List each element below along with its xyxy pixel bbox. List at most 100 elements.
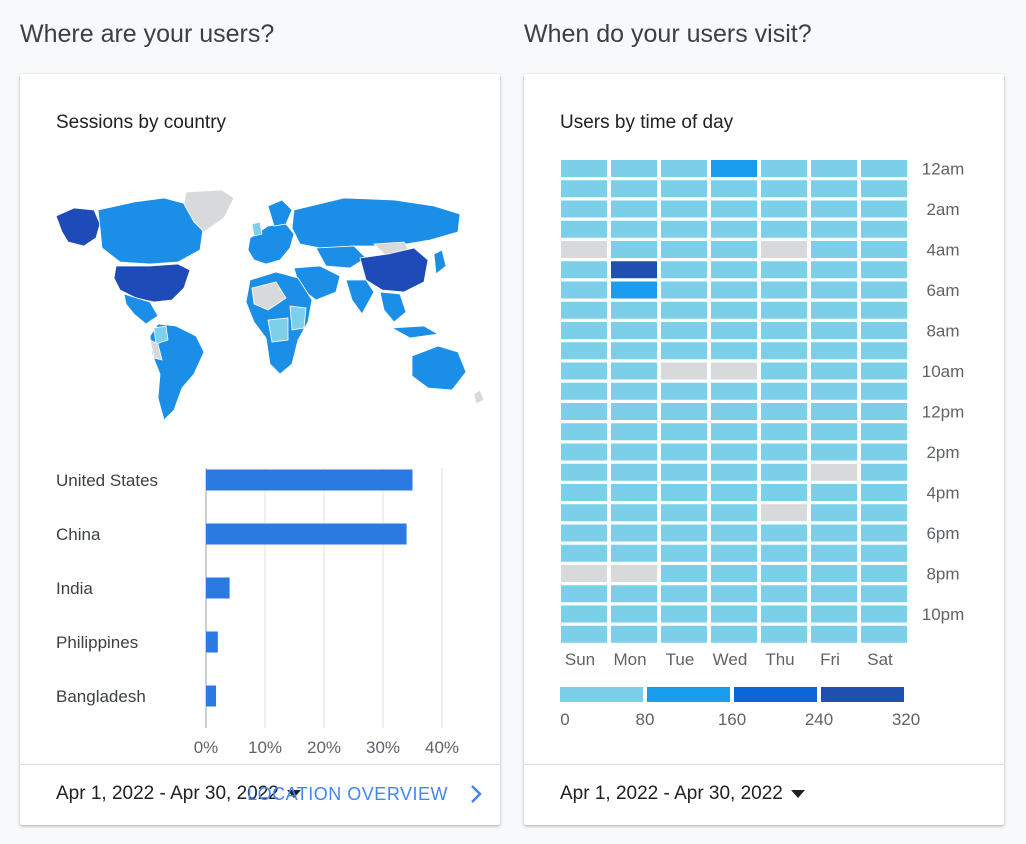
heatmap-cell[interactable] <box>561 625 607 643</box>
heatmap-cell[interactable] <box>661 524 707 542</box>
heatmap-cell[interactable] <box>711 463 757 481</box>
heatmap-cell[interactable] <box>811 565 857 582</box>
heatmap-cell[interactable] <box>561 565 607 582</box>
heatmap-cell[interactable] <box>611 423 657 441</box>
heatmap-cell[interactable] <box>611 322 657 339</box>
heatmap-cell[interactable] <box>561 241 607 258</box>
heatmap-cell[interactable] <box>861 625 907 643</box>
country-bar[interactable] <box>206 631 218 653</box>
heatmap-cell[interactable] <box>811 220 857 238</box>
heatmap-cell[interactable] <box>561 585 607 603</box>
heatmap-cell[interactable] <box>861 565 907 582</box>
world-map[interactable] <box>54 188 486 428</box>
heatmap-cell[interactable] <box>661 484 707 501</box>
heatmap-cell[interactable] <box>561 524 607 542</box>
date-range-selector[interactable]: Apr 1, 2022 - Apr 30, 2022 <box>560 783 805 805</box>
heatmap-cell[interactable] <box>611 261 657 279</box>
map-scandinavia[interactable] <box>267 199 293 227</box>
heatmap-cell[interactable] <box>811 322 857 339</box>
map-indonesia[interactable] <box>390 325 440 339</box>
map-peru[interactable] <box>149 339 163 361</box>
map-india[interactable] <box>345 279 375 315</box>
heatmap-cell[interactable] <box>711 544 757 562</box>
heatmap-cell[interactable] <box>611 443 657 461</box>
heatmap-cell[interactable] <box>861 484 907 501</box>
heatmap-cell[interactable] <box>761 180 807 198</box>
heatmap-cell[interactable] <box>761 544 807 562</box>
heatmap-cell[interactable] <box>711 605 757 623</box>
heatmap-cell[interactable] <box>861 281 907 299</box>
heatmap-cell[interactable] <box>861 200 907 218</box>
heatmap-cell[interactable] <box>811 261 857 279</box>
heatmap-cell[interactable] <box>611 382 657 400</box>
map-russia[interactable] <box>291 197 461 249</box>
heatmap-cell[interactable] <box>661 403 707 420</box>
heatmap-cell[interactable] <box>761 281 807 299</box>
heatmap-cell[interactable] <box>711 241 757 258</box>
heatmap-cell[interactable] <box>611 362 657 380</box>
heatmap-cell[interactable] <box>561 281 607 299</box>
heatmap-cell[interactable] <box>711 504 757 522</box>
map-usa[interactable] <box>113 263 191 303</box>
heatmap-cell[interactable] <box>811 585 857 603</box>
heatmap-cell[interactable] <box>561 301 607 319</box>
heatmap-cell[interactable] <box>661 625 707 643</box>
map-alaska[interactable] <box>55 207 101 247</box>
map-colombia[interactable] <box>153 325 169 345</box>
heatmap-cell[interactable] <box>761 463 807 481</box>
map-australia[interactable] <box>411 345 467 391</box>
heatmap-cell[interactable] <box>611 484 657 501</box>
heatmap-cell[interactable] <box>811 403 857 420</box>
heatmap-cell[interactable] <box>711 261 757 279</box>
heatmap-cell[interactable] <box>761 504 807 522</box>
heatmap-cell[interactable] <box>861 322 907 339</box>
map-kazakhstan[interactable] <box>315 245 367 269</box>
heatmap-cell[interactable] <box>661 544 707 562</box>
heatmap-cell[interactable] <box>661 220 707 238</box>
country-bar[interactable] <box>206 685 217 707</box>
heatmap-cell[interactable] <box>761 160 807 177</box>
heatmap-cell[interactable] <box>561 200 607 218</box>
heatmap-cell[interactable] <box>611 342 657 360</box>
heatmap-cell[interactable] <box>861 220 907 238</box>
heatmap-cell[interactable] <box>661 504 707 522</box>
heatmap-cell[interactable] <box>561 342 607 360</box>
heatmap-cell[interactable] <box>861 301 907 319</box>
heatmap-cell[interactable] <box>611 301 657 319</box>
heatmap-cell[interactable] <box>861 342 907 360</box>
heatmap-cell[interactable] <box>561 220 607 238</box>
heatmap-cell[interactable] <box>861 605 907 623</box>
heatmap-cell[interactable] <box>611 200 657 218</box>
heatmap-cell[interactable] <box>761 342 807 360</box>
heatmap-cell[interactable] <box>861 160 907 177</box>
heatmap-cell[interactable] <box>711 301 757 319</box>
map-china[interactable] <box>359 247 429 293</box>
heatmap-cell[interactable] <box>561 484 607 501</box>
heatmap-cell[interactable] <box>761 625 807 643</box>
heatmap-cell[interactable] <box>611 463 657 481</box>
heatmap-cell[interactable] <box>611 524 657 542</box>
heatmap-cell[interactable] <box>811 382 857 400</box>
heatmap-cell[interactable] <box>611 544 657 562</box>
heatmap-cell[interactable] <box>761 382 807 400</box>
heatmap-cell[interactable] <box>711 362 757 380</box>
heatmap-cell[interactable] <box>611 241 657 258</box>
heatmap-cell[interactable] <box>761 585 807 603</box>
heatmap-cell[interactable] <box>761 301 807 319</box>
heatmap-cell[interactable] <box>811 605 857 623</box>
heatmap-cell[interactable] <box>661 605 707 623</box>
heatmap-cell[interactable] <box>561 463 607 481</box>
heatmap-cell[interactable] <box>611 565 657 582</box>
heatmap-cell[interactable] <box>861 423 907 441</box>
heatmap-cell[interactable] <box>661 585 707 603</box>
heatmap-cell[interactable] <box>811 281 857 299</box>
heatmap-cell[interactable] <box>611 625 657 643</box>
heatmap-cell[interactable] <box>861 463 907 481</box>
heatmap-cell[interactable] <box>811 544 857 562</box>
heatmap-cell[interactable] <box>761 241 807 258</box>
heatmap-cell[interactable] <box>711 281 757 299</box>
country-bar[interactable] <box>206 469 413 491</box>
heatmap-cell[interactable] <box>611 605 657 623</box>
heatmap-cell[interactable] <box>661 241 707 258</box>
location-overview-link[interactable]: LOCATION OVERVIEW <box>247 784 448 804</box>
